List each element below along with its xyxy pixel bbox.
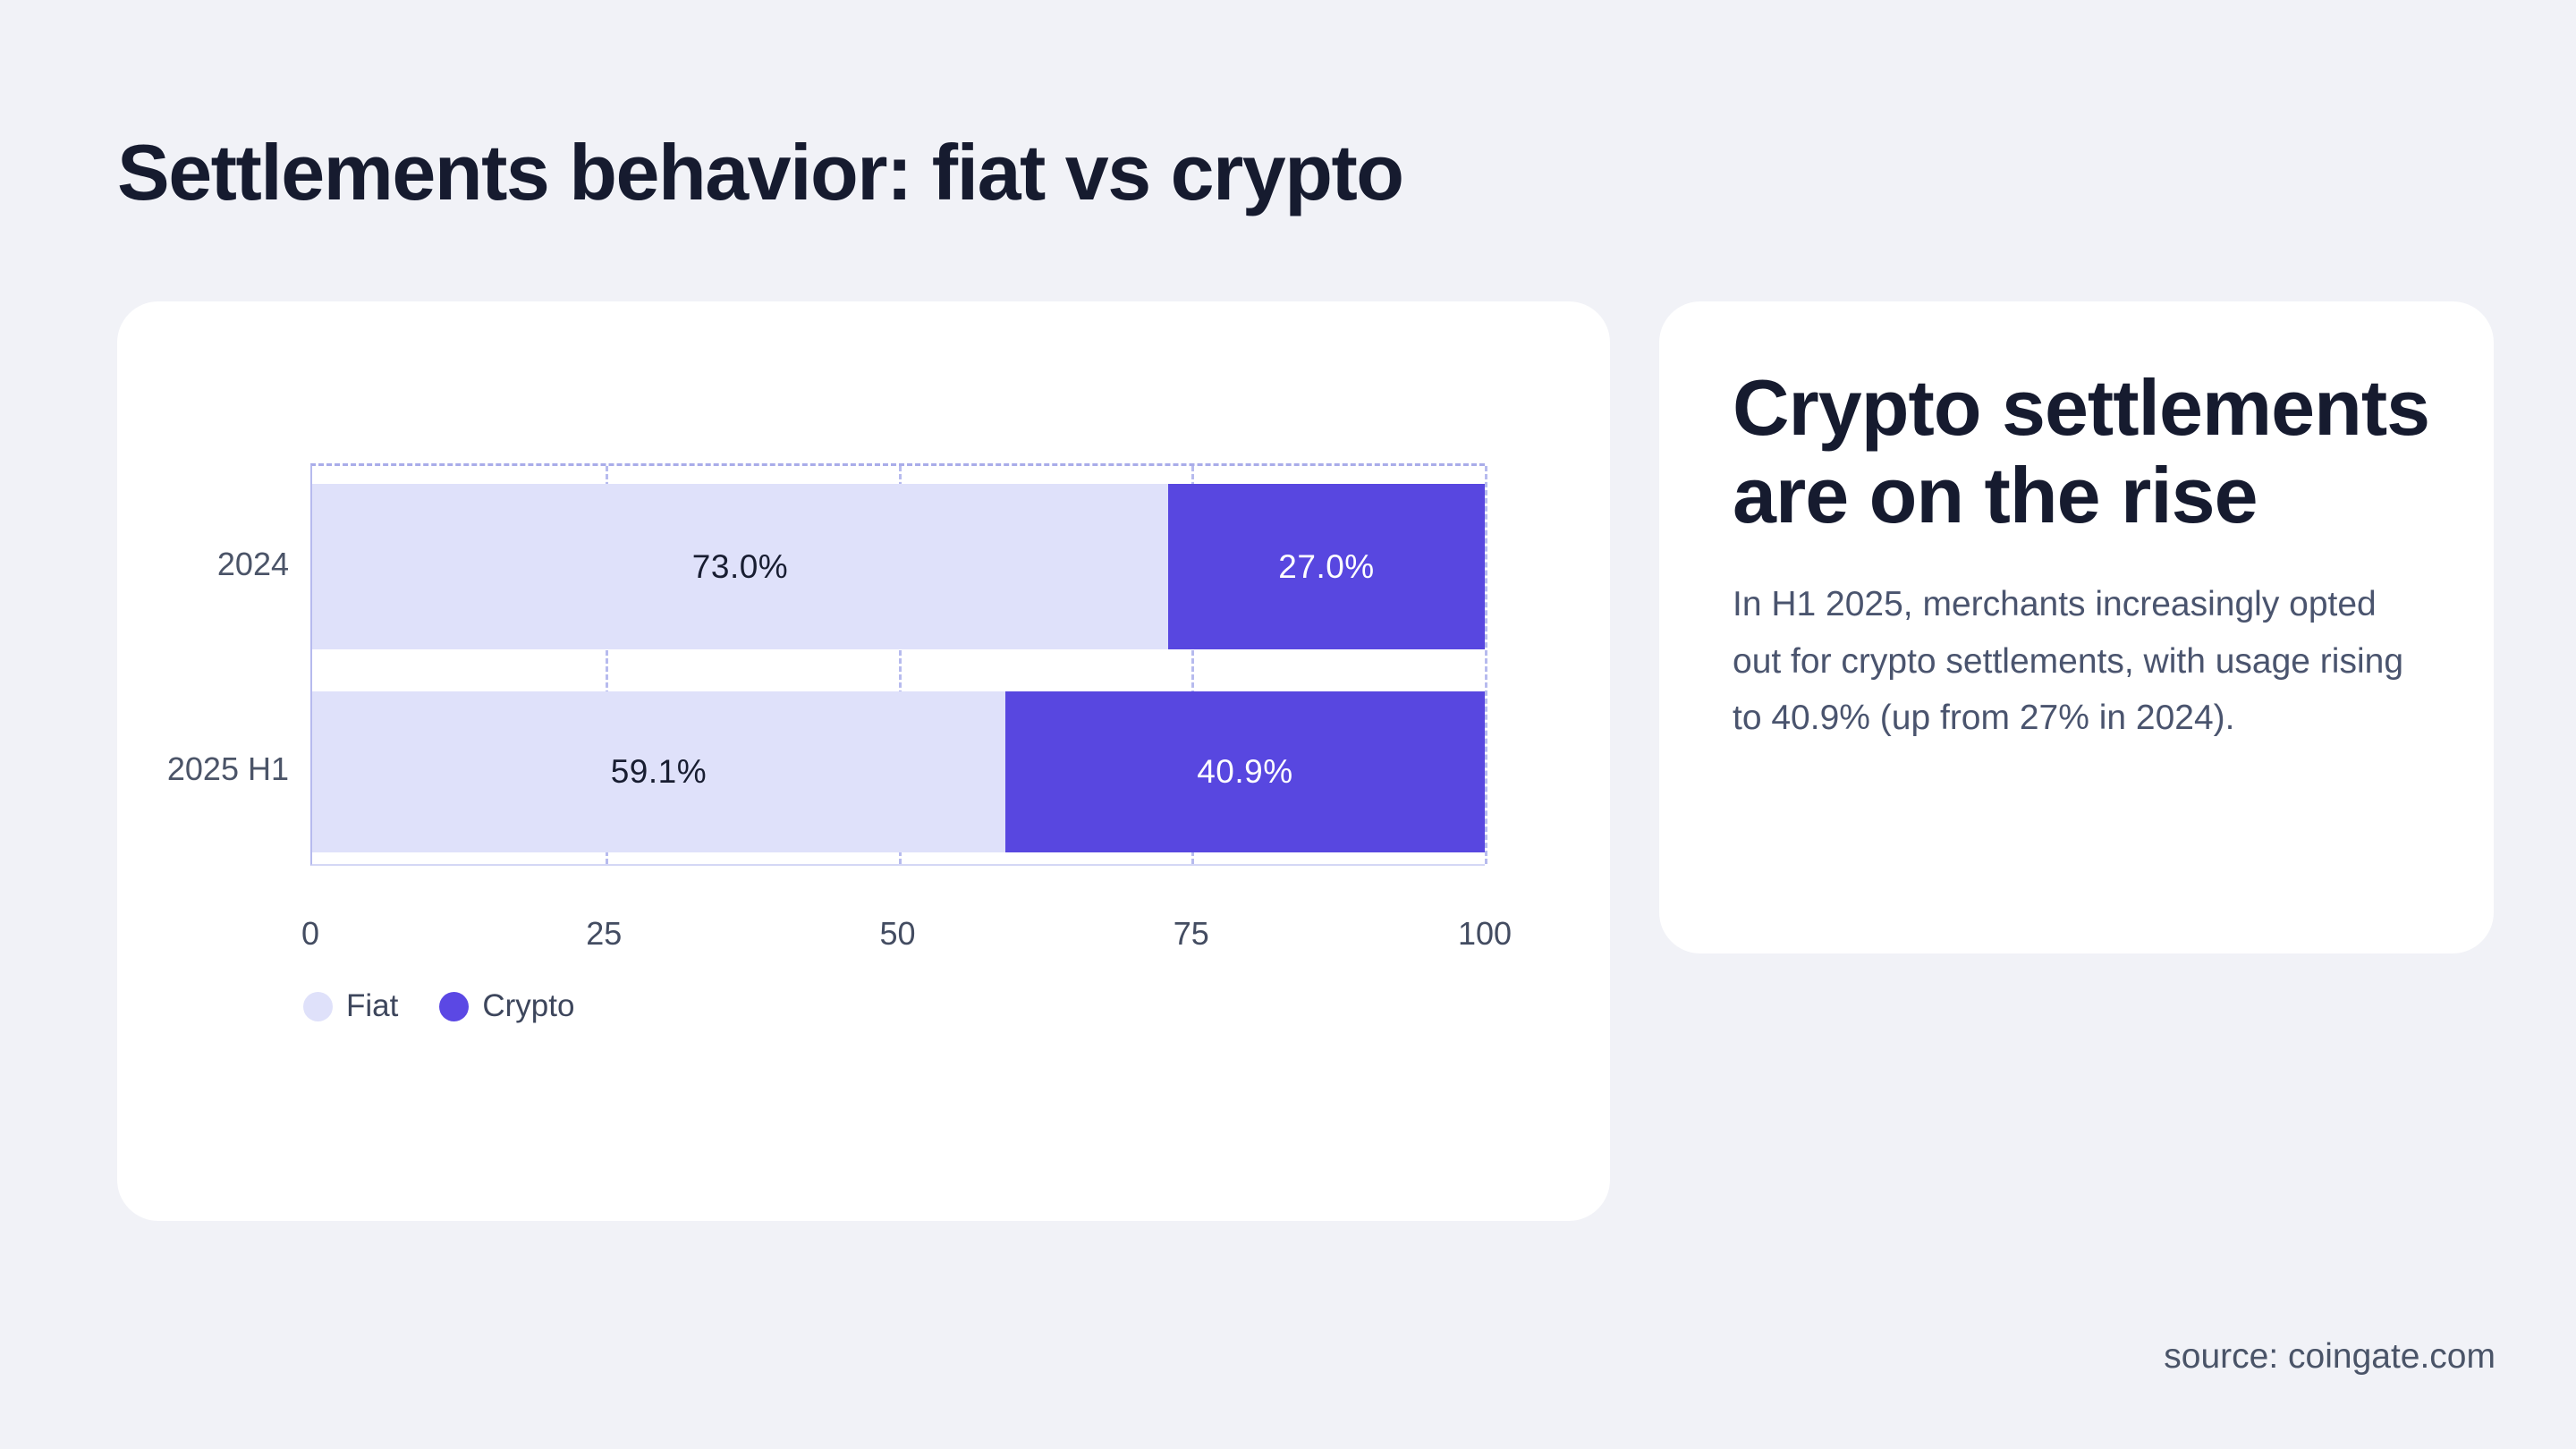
legend-label: Fiat — [346, 988, 399, 1023]
x-tick-75: 75 — [1173, 915, 1209, 952]
x-tick-0: 0 — [301, 915, 320, 952]
chart-card: 73.0% 27.0% 59.1% 40.9% 2024 2025 H1 0 2… — [117, 301, 1610, 1221]
info-heading: Crypto settlements are on the rise — [1733, 363, 2430, 539]
bar-segment-crypto-2024: 27.0% — [1168, 484, 1485, 649]
bar-value-label: 27.0% — [1278, 547, 1375, 585]
gridline-75 — [1191, 466, 1195, 864]
legend-label: Crypto — [482, 988, 575, 1023]
info-body-text: In H1 2025, merchants increasingly opted… — [1733, 585, 2404, 737]
bar-value-label: 59.1% — [610, 753, 708, 790]
gridline-50 — [898, 466, 902, 864]
x-axis: 0 25 50 75 100 — [301, 915, 1512, 953]
y-axis-label-2024: 2024 — [216, 545, 289, 582]
y-axis-label-2025-h1: 2025 H1 — [166, 750, 289, 787]
fiat-swatch-icon — [303, 991, 333, 1021]
crypto-swatch-icon — [439, 991, 470, 1021]
bar-segment-crypto-2025-h1: 40.9% — [1004, 691, 1485, 852]
x-tick-100: 100 — [1457, 915, 1513, 952]
source-attribution: source: coingate.com — [2164, 1337, 2496, 1376]
bar-segment-fiat-2025-h1: 59.1% — [312, 691, 1005, 852]
x-tick-50: 50 — [879, 915, 916, 952]
gridline-100 — [1485, 466, 1487, 864]
legend-item-fiat: Fiat — [303, 988, 398, 1024]
gridline-25 — [605, 466, 608, 864]
bar-segment-fiat-2024: 73.0% — [312, 484, 1169, 649]
legend-item-crypto: Crypto — [439, 988, 574, 1024]
bar-value-label: 40.9% — [1197, 753, 1293, 790]
info-card: Crypto settlements are on the rise In H1… — [1659, 301, 2494, 953]
x-tick-25: 25 — [586, 915, 623, 952]
info-card-content: Crypto settlements are on the rise In H1… — [1733, 364, 2448, 746]
bar-row-2025-h1: 59.1% 40.9% — [312, 691, 1485, 852]
chart-legend: Fiat Crypto — [303, 988, 574, 1024]
page-title: Settlements behavior: fiat vs crypto — [117, 128, 1404, 216]
bar-value-label: 73.0% — [691, 547, 789, 585]
bar-chart-plot-area: 73.0% 27.0% 59.1% 40.9% — [310, 463, 1487, 866]
bar-row-2024: 73.0% 27.0% — [312, 484, 1485, 649]
